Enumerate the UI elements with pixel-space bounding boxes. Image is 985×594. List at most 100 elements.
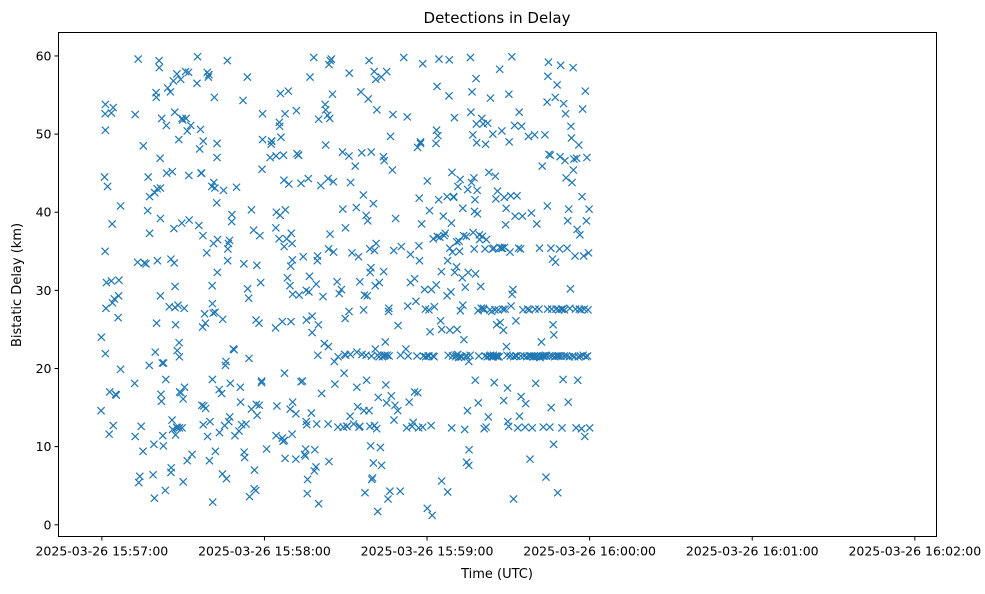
data-point bbox=[388, 110, 397, 119]
data-point bbox=[244, 354, 254, 363]
data-point bbox=[257, 378, 266, 387]
data-point bbox=[152, 93, 161, 102]
data-point bbox=[139, 141, 148, 150]
data-point bbox=[320, 339, 329, 348]
data-point bbox=[471, 376, 480, 385]
data-point bbox=[302, 316, 311, 325]
data-point bbox=[157, 114, 166, 123]
data-point bbox=[401, 344, 410, 353]
data-point bbox=[391, 401, 400, 410]
data-point bbox=[309, 53, 318, 62]
data-point bbox=[271, 323, 280, 332]
data-point bbox=[286, 262, 295, 271]
data-point bbox=[495, 65, 504, 74]
data-point bbox=[352, 203, 361, 212]
data-point bbox=[272, 401, 281, 411]
data-point bbox=[535, 244, 544, 253]
data-point bbox=[373, 507, 382, 516]
data-point bbox=[227, 217, 236, 226]
data-point bbox=[531, 379, 540, 388]
data-point bbox=[105, 387, 114, 396]
data-point bbox=[502, 342, 511, 351]
data-point bbox=[156, 214, 165, 223]
data-point bbox=[360, 488, 370, 497]
data-point bbox=[171, 430, 180, 439]
y-tick-label: 50 bbox=[36, 127, 52, 142]
data-point bbox=[168, 167, 177, 176]
data-point bbox=[159, 359, 168, 368]
data-point bbox=[311, 462, 320, 471]
data-point bbox=[507, 301, 516, 311]
data-point bbox=[221, 357, 230, 366]
data-point bbox=[275, 234, 284, 243]
data-point bbox=[303, 475, 312, 484]
data-point bbox=[314, 499, 323, 508]
data-point bbox=[396, 487, 405, 496]
data-point bbox=[583, 351, 592, 361]
data-point bbox=[313, 251, 322, 261]
data-point bbox=[294, 151, 303, 160]
data-point bbox=[188, 450, 197, 459]
data-point bbox=[463, 406, 472, 415]
data-point bbox=[464, 268, 473, 277]
data-point bbox=[244, 294, 253, 303]
data-point bbox=[150, 494, 159, 503]
data-point bbox=[379, 267, 388, 276]
data-point bbox=[253, 411, 262, 420]
data-point bbox=[462, 232, 471, 241]
data-point bbox=[388, 166, 397, 175]
data-point bbox=[355, 422, 364, 431]
data-point bbox=[226, 379, 235, 388]
data-point bbox=[534, 305, 543, 314]
data-point bbox=[179, 477, 188, 486]
data-point bbox=[531, 305, 540, 314]
data-point bbox=[491, 194, 500, 203]
data-point bbox=[549, 440, 558, 449]
data-point bbox=[321, 105, 330, 114]
data-point bbox=[204, 73, 213, 82]
data-point bbox=[131, 110, 140, 119]
y-tick-label: 60 bbox=[36, 48, 52, 63]
data-point bbox=[305, 73, 315, 82]
data-point bbox=[501, 305, 510, 314]
data-point bbox=[391, 214, 400, 223]
data-point bbox=[528, 423, 537, 432]
data-point bbox=[569, 63, 578, 72]
data-point bbox=[344, 307, 354, 316]
data-point bbox=[402, 423, 411, 432]
data-point bbox=[557, 423, 567, 432]
data-point bbox=[453, 325, 462, 334]
y-tick-label: 10 bbox=[36, 439, 52, 454]
data-point bbox=[203, 432, 212, 441]
data-point bbox=[543, 72, 552, 81]
data-point bbox=[445, 326, 454, 335]
data-point bbox=[223, 56, 232, 65]
data-point bbox=[443, 192, 452, 201]
data-point bbox=[193, 52, 202, 61]
data-point bbox=[341, 223, 350, 232]
data-point bbox=[362, 211, 371, 220]
data-point bbox=[321, 140, 330, 150]
data-point bbox=[149, 470, 158, 479]
data-point bbox=[324, 174, 333, 183]
data-point bbox=[347, 248, 357, 257]
data-point bbox=[450, 113, 459, 122]
data-point bbox=[218, 315, 227, 324]
y-tick-label: 20 bbox=[36, 361, 52, 376]
data-point bbox=[252, 400, 261, 409]
data-point bbox=[430, 302, 439, 311]
x-tick-label: 2025-03-26 15:59:00 bbox=[361, 544, 494, 559]
data-point bbox=[415, 256, 424, 265]
data-point bbox=[305, 272, 314, 281]
data-point bbox=[196, 125, 205, 134]
data-point bbox=[345, 69, 354, 78]
data-point bbox=[100, 173, 109, 182]
data-point bbox=[461, 283, 470, 292]
data-point bbox=[467, 178, 476, 187]
data-point bbox=[318, 292, 328, 301]
data-point bbox=[563, 216, 572, 225]
data-point bbox=[153, 256, 162, 265]
data-point bbox=[372, 239, 381, 248]
data-point bbox=[499, 396, 508, 405]
data-point bbox=[292, 106, 301, 115]
